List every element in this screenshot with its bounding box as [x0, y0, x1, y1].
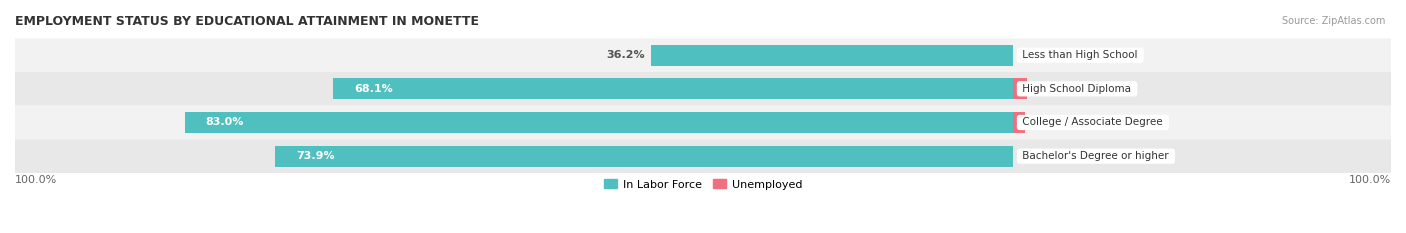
Text: College / Associate Degree: College / Associate Degree [1019, 117, 1167, 127]
Bar [184, 112, 1012, 133]
Bar [333, 79, 1012, 99]
Text: 73.9%: 73.9% [297, 151, 335, 161]
Bar [1012, 79, 1026, 99]
FancyBboxPatch shape [15, 106, 1391, 139]
Text: Source: ZipAtlas.com: Source: ZipAtlas.com [1281, 16, 1385, 26]
Bar [651, 45, 1012, 66]
Legend: In Labor Force, Unemployed: In Labor Force, Unemployed [599, 175, 807, 194]
Text: 68.1%: 68.1% [354, 84, 392, 94]
FancyBboxPatch shape [15, 38, 1391, 72]
Text: 100.0%: 100.0% [1348, 175, 1391, 185]
FancyBboxPatch shape [15, 72, 1391, 106]
Text: 3.2%: 3.2% [1035, 117, 1066, 127]
Bar [1012, 112, 1025, 133]
Text: EMPLOYMENT STATUS BY EDUCATIONAL ATTAINMENT IN MONETTE: EMPLOYMENT STATUS BY EDUCATIONAL ATTAINM… [15, 15, 479, 28]
FancyBboxPatch shape [15, 139, 1391, 173]
Text: 100.0%: 100.0% [15, 175, 58, 185]
Bar [276, 146, 1012, 167]
Text: Bachelor's Degree or higher: Bachelor's Degree or higher [1019, 151, 1173, 161]
Text: 36.2%: 36.2% [606, 50, 644, 60]
Text: High School Diploma: High School Diploma [1019, 84, 1135, 94]
Text: 83.0%: 83.0% [205, 117, 243, 127]
Text: 3.8%: 3.8% [1038, 84, 1069, 94]
Text: 0.0%: 0.0% [1024, 50, 1053, 60]
Text: 0.0%: 0.0% [1024, 151, 1053, 161]
Text: Less than High School: Less than High School [1019, 50, 1142, 60]
